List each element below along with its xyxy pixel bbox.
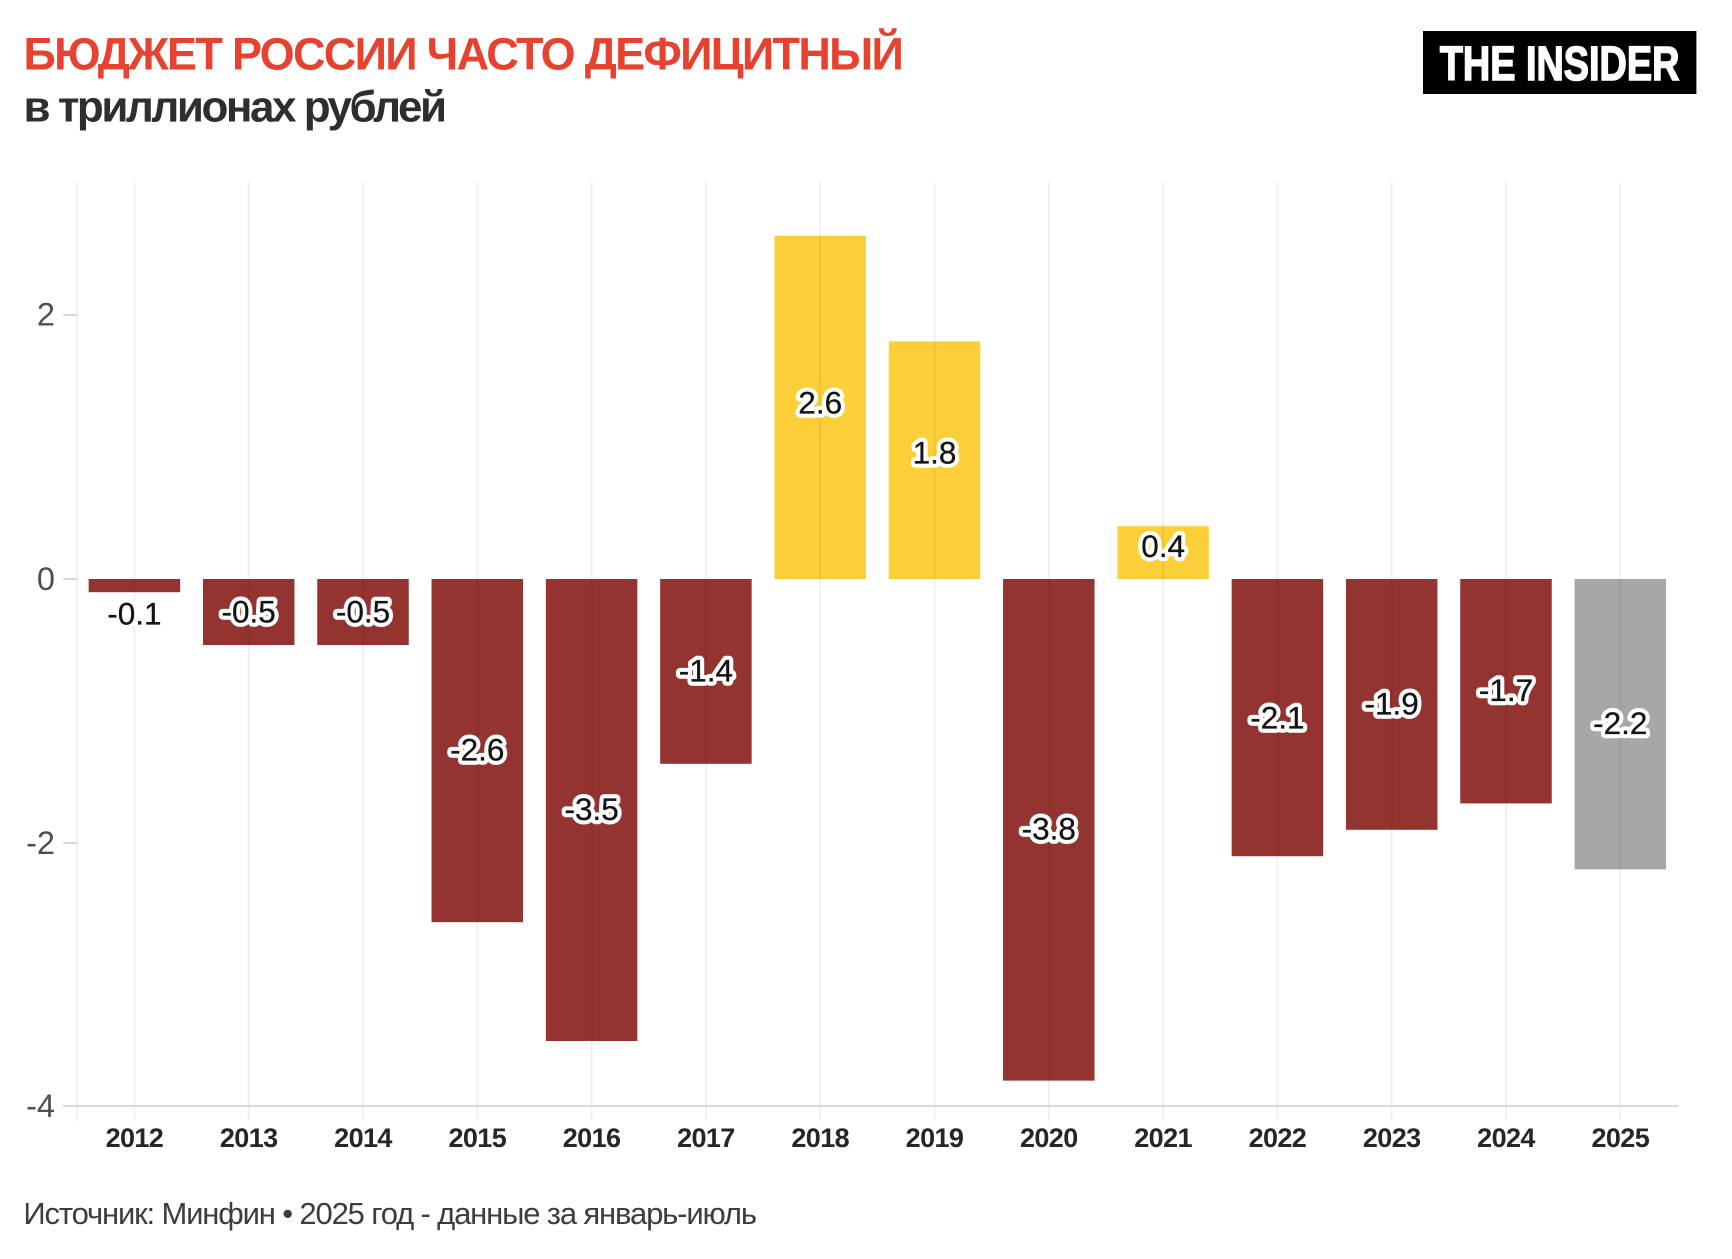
- svg-text:2016: 2016: [563, 1123, 621, 1153]
- svg-text:2020: 2020: [1020, 1123, 1078, 1153]
- svg-text:2025: 2025: [1591, 1123, 1649, 1153]
- svg-text:2024: 2024: [1477, 1123, 1535, 1153]
- svg-text:1.8: 1.8: [913, 434, 957, 470]
- svg-text:2022: 2022: [1249, 1123, 1307, 1153]
- svg-text:2.6: 2.6: [798, 384, 842, 420]
- svg-text:2018: 2018: [791, 1123, 849, 1153]
- svg-text:2023: 2023: [1363, 1123, 1421, 1153]
- svg-text:-0.5: -0.5: [336, 593, 390, 629]
- svg-text:2014: 2014: [334, 1123, 392, 1153]
- svg-text:2: 2: [37, 297, 55, 333]
- svg-text:-3.8: -3.8: [1022, 811, 1076, 847]
- svg-text:-1.4: -1.4: [679, 652, 733, 688]
- svg-text:0.4: 0.4: [1141, 528, 1185, 564]
- svg-text:в триллионах рублей: в триллионах рублей: [24, 82, 445, 131]
- svg-text:-3.5: -3.5: [564, 791, 618, 827]
- svg-text:1.8: 1.8: [913, 434, 957, 470]
- svg-text:2.6: 2.6: [798, 384, 842, 420]
- svg-text:-4: -4: [26, 1088, 55, 1124]
- svg-text:-0.5: -0.5: [336, 593, 390, 629]
- svg-text:-2.6: -2.6: [450, 732, 504, 768]
- svg-text:-2.1: -2.1: [1250, 699, 1304, 735]
- svg-text:2019: 2019: [906, 1123, 964, 1153]
- svg-text:-3.5: -3.5: [564, 791, 618, 827]
- svg-text:2021: 2021: [1134, 1123, 1192, 1153]
- svg-text:-0.1: -0.1: [107, 595, 161, 631]
- svg-text:-2.2: -2.2: [1593, 705, 1647, 741]
- svg-text:2017: 2017: [677, 1123, 735, 1153]
- svg-text:-2.1: -2.1: [1250, 699, 1304, 735]
- svg-text:0: 0: [37, 561, 55, 597]
- svg-text:-2.6: -2.6: [450, 732, 504, 768]
- svg-text:-0.1: -0.1: [107, 595, 161, 631]
- svg-text:-1.4: -1.4: [679, 652, 733, 688]
- svg-text:2012: 2012: [106, 1123, 164, 1153]
- svg-text:-1.7: -1.7: [1479, 672, 1533, 708]
- svg-text:Источник: Минфин • 2025 год -: Источник: Минфин • 2025 год - данные за …: [23, 1196, 755, 1231]
- svg-text:-1.9: -1.9: [1365, 685, 1419, 721]
- svg-text:2015: 2015: [448, 1123, 506, 1153]
- svg-text:-1.9: -1.9: [1365, 685, 1419, 721]
- svg-text:2013: 2013: [220, 1123, 278, 1153]
- svg-text:БЮДЖЕТ РОССИИ ЧАСТО ДЕФИЦИТНЫЙ: БЮДЖЕТ РОССИИ ЧАСТО ДЕФИЦИТНЫЙ: [24, 29, 903, 80]
- svg-text:-2.2: -2.2: [1593, 705, 1647, 741]
- svg-text:0.4: 0.4: [1141, 528, 1185, 564]
- svg-text:-2: -2: [26, 825, 55, 861]
- svg-text:THE INSIDER: THE INSIDER: [1440, 37, 1680, 91]
- svg-text:-0.5: -0.5: [222, 593, 276, 629]
- svg-text:-0.5: -0.5: [222, 593, 276, 629]
- svg-text:-3.8: -3.8: [1022, 811, 1076, 847]
- svg-text:-1.7: -1.7: [1479, 672, 1533, 708]
